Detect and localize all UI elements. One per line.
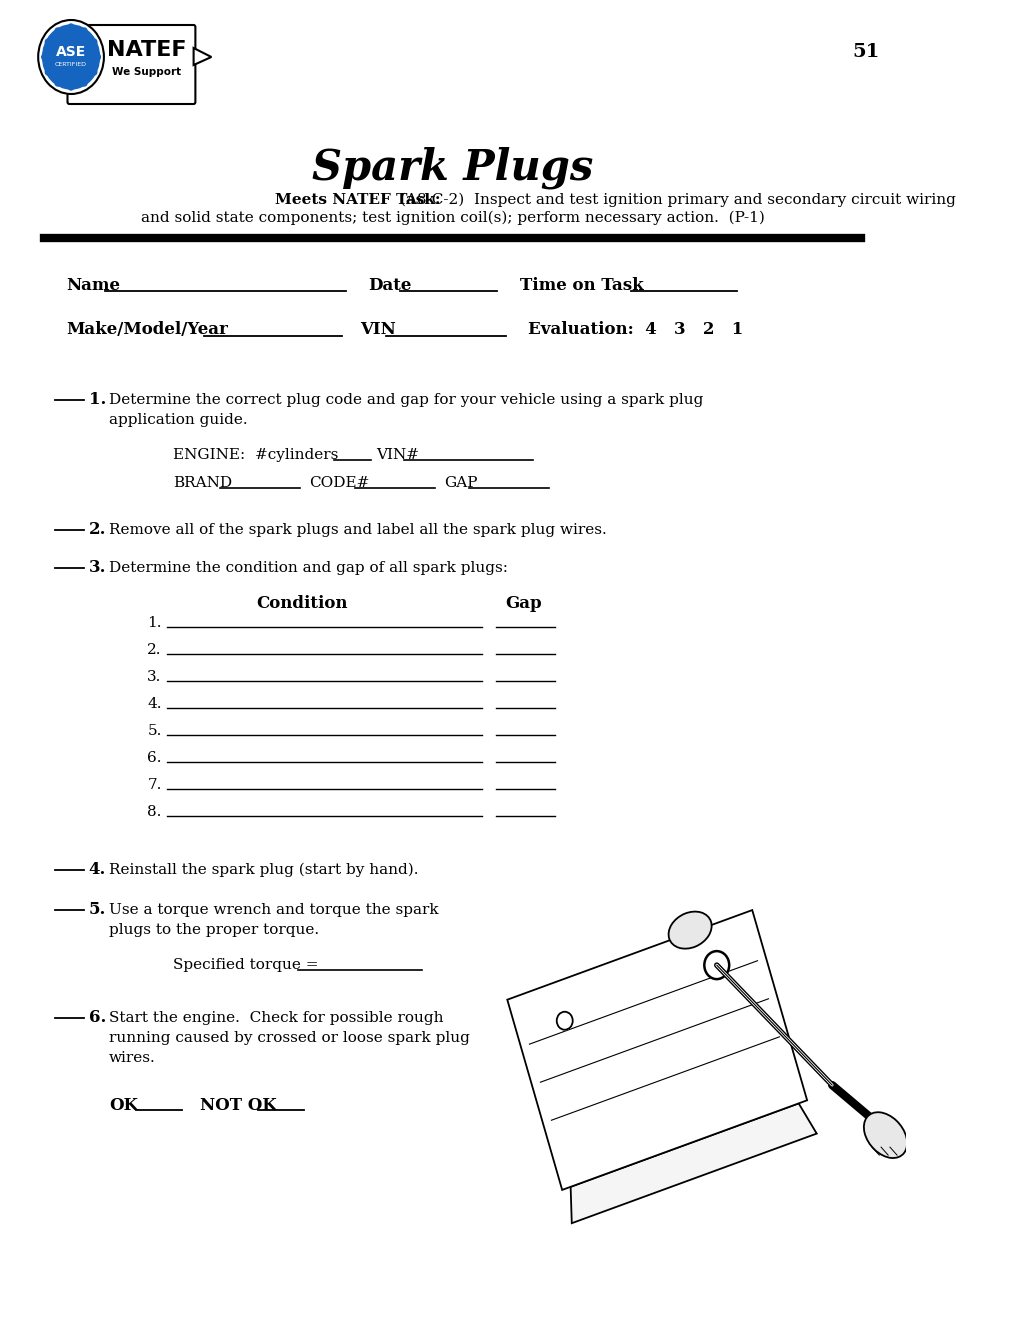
Text: Time on Task: Time on Task — [519, 276, 643, 293]
Text: wires.: wires. — [109, 1051, 156, 1065]
Text: 7.: 7. — [147, 777, 161, 792]
Text: Reinstall the spark plug (start by hand).: Reinstall the spark plug (start by hand)… — [109, 863, 419, 878]
Circle shape — [708, 956, 725, 974]
Text: CODE#: CODE# — [309, 477, 369, 490]
Circle shape — [43, 25, 100, 88]
Text: 4.: 4. — [89, 862, 106, 879]
Text: NOT OK: NOT OK — [200, 1097, 276, 1114]
Text: Use a torque wrench and torque the spark: Use a torque wrench and torque the spark — [109, 903, 438, 917]
Circle shape — [92, 40, 97, 45]
Text: 2.: 2. — [89, 521, 106, 539]
Text: OK: OK — [109, 1097, 139, 1114]
Text: Evaluation:  4   3   2   1: Evaluation: 4 3 2 1 — [528, 322, 743, 338]
Text: ASE: ASE — [56, 45, 86, 59]
Text: 51: 51 — [852, 44, 878, 61]
Circle shape — [45, 40, 51, 45]
Text: 5.: 5. — [89, 902, 106, 919]
Ellipse shape — [667, 912, 711, 949]
Text: 8.: 8. — [147, 805, 161, 818]
Circle shape — [55, 28, 60, 34]
Text: Make/Model/Year: Make/Model/Year — [66, 322, 228, 338]
Text: Determine the correct plug code and gap for your vehicle using a spark plug: Determine the correct plug code and gap … — [109, 393, 703, 407]
Circle shape — [82, 28, 87, 34]
Polygon shape — [570, 1104, 816, 1224]
Text: VIN#: VIN# — [375, 447, 418, 462]
Circle shape — [68, 84, 73, 90]
Text: GAP: GAP — [443, 477, 477, 490]
Text: (A8-C-2)  Inspect and test ignition primary and secondary circuit wiring: (A8-C-2) Inspect and test ignition prima… — [399, 193, 955, 207]
Text: application guide.: application guide. — [109, 413, 248, 426]
Text: 5.: 5. — [147, 723, 161, 738]
Text: and solid state components; test ignition coil(s); perform necessary action.  (P: and solid state components; test ignitio… — [141, 211, 764, 226]
Circle shape — [38, 20, 104, 94]
Text: We Support: We Support — [112, 67, 181, 77]
Circle shape — [55, 81, 60, 86]
Polygon shape — [194, 48, 211, 65]
Text: BRAND: BRAND — [173, 477, 232, 490]
Text: running caused by crossed or loose spark plug: running caused by crossed or loose spark… — [109, 1031, 470, 1045]
Circle shape — [68, 24, 73, 30]
Text: Date: Date — [368, 276, 412, 293]
Text: Start the engine.  Check for possible rough: Start the engine. Check for possible rou… — [109, 1011, 443, 1026]
Circle shape — [95, 54, 100, 59]
Text: Meets NATEF Task:: Meets NATEF Task: — [275, 193, 440, 207]
Text: plugs to the proper torque.: plugs to the proper torque. — [109, 923, 319, 937]
Circle shape — [45, 69, 51, 75]
Ellipse shape — [863, 1113, 906, 1158]
Text: Specified torque =: Specified torque = — [173, 958, 323, 972]
Text: 6.: 6. — [89, 1010, 106, 1027]
Text: 3.: 3. — [147, 671, 161, 684]
Text: 1.: 1. — [147, 616, 161, 630]
Text: 3.: 3. — [89, 560, 106, 577]
Text: Determine the condition and gap of all spark plugs:: Determine the condition and gap of all s… — [109, 561, 507, 576]
Text: Condition: Condition — [256, 594, 347, 611]
Text: 4.: 4. — [147, 697, 161, 711]
FancyBboxPatch shape — [67, 25, 196, 104]
Text: Spark Plugs: Spark Plugs — [312, 147, 593, 189]
Text: 1.: 1. — [89, 392, 106, 408]
Text: ENGINE:  #cylinders: ENGINE: #cylinders — [173, 447, 338, 462]
Circle shape — [42, 54, 47, 59]
Text: Remove all of the spark plugs and label all the spark plug wires.: Remove all of the spark plugs and label … — [109, 523, 606, 537]
Text: Gap: Gap — [505, 594, 542, 611]
Circle shape — [82, 81, 87, 86]
Text: Name: Name — [66, 276, 120, 293]
Text: NATEF: NATEF — [107, 40, 186, 59]
Circle shape — [704, 952, 729, 979]
Text: CERTIFIED: CERTIFIED — [55, 62, 87, 67]
Text: VIN: VIN — [360, 322, 395, 338]
Circle shape — [92, 69, 97, 75]
Polygon shape — [506, 909, 806, 1189]
Circle shape — [556, 1011, 572, 1030]
Text: 2.: 2. — [147, 643, 161, 657]
Text: 6.: 6. — [147, 751, 161, 766]
